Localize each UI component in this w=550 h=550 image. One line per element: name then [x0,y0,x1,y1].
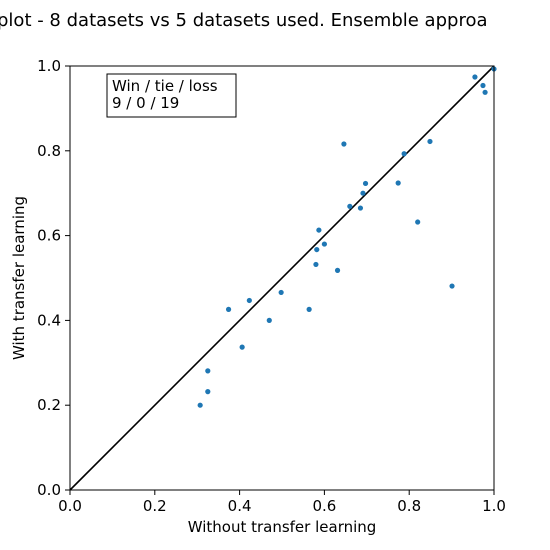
data-point-15 [347,203,353,209]
data-point-18 [362,180,369,187]
y-tick-label-0: 0.0 [37,481,61,499]
annotation-values: 9 / 0 / 19 [112,94,179,112]
data-point-8 [306,306,312,312]
data-point-13 [334,267,341,273]
x-tick-label-2: 0.4 [228,497,252,515]
data-point-23 [449,283,455,289]
x-tick-label-1: 0.2 [143,497,167,515]
data-point-3 [225,306,232,312]
data-point-1 [205,389,211,395]
y-tick-label-4: 0.8 [37,142,61,160]
y-tick-label-2: 0.4 [37,311,61,329]
data-point-0 [197,402,203,408]
data-point-10 [314,246,320,253]
y-axis: 0.0 0.2 0.4 0.6 0.8 1.0 [37,57,70,499]
chart-title: plot - 8 datasets vs 5 datasets used. En… [0,10,488,31]
data-point-24 [472,74,478,80]
annotation-box [106,73,237,118]
data-point-22 [427,138,433,145]
data-point-7 [278,289,284,296]
data-point-6 [266,317,272,323]
x-tick-label-3: 0.6 [312,497,336,515]
y-tick-label-3: 0.6 [37,227,61,245]
x-tick-label-0: 0.0 [58,497,82,515]
x-axis-label: Without transfer learning [188,518,377,536]
annotation-header: Win / tie / loss [112,77,218,95]
data-point-25 [480,82,486,89]
win-tie-loss-box: Win / tie / loss 9 / 0 / 19 [106,73,237,118]
plot-frame [69,65,495,491]
data-point-11 [316,227,322,233]
data-point-12 [321,241,327,247]
y-tick-label-1: 0.2 [37,396,61,414]
data-point-4 [239,344,245,350]
data-point-17 [360,190,366,196]
data-point-5 [246,297,252,304]
x-tick-label-4: 0.8 [397,497,421,515]
data-point-26 [482,89,488,95]
y-axis-label: With transfer learning [10,196,28,360]
data-point-14 [341,141,347,147]
data-point-20 [401,151,407,157]
y-tick-label-5: 1.0 [37,57,61,75]
data-point-2 [205,368,211,374]
data-point-9 [313,261,319,268]
data-point-19 [395,180,401,186]
points-layer [197,66,497,408]
x-axis: 0.0 0.2 0.4 0.6 0.8 1.0 [58,490,506,515]
reference-line [69,65,495,491]
data-point-21 [415,219,421,225]
data-point-16 [357,205,364,211]
x-tick-label-5: 1.0 [482,497,506,515]
